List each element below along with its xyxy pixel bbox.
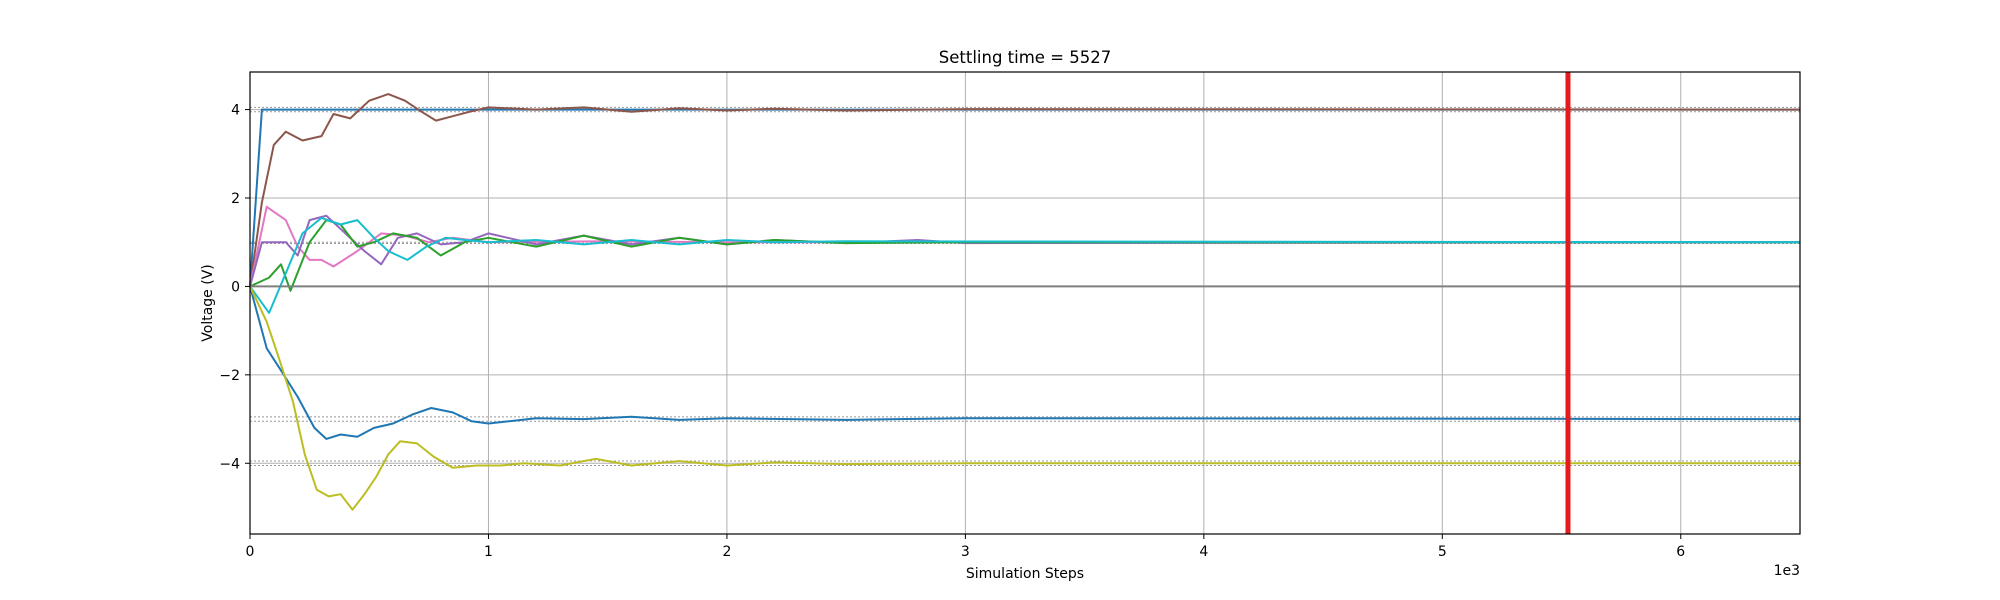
y-axis-label: Voltage (V) — [200, 264, 216, 341]
x-tick-label: 2 — [722, 544, 731, 560]
x-tick-label: 3 — [961, 544, 970, 560]
series-lines — [249, 93, 1801, 511]
x-tick-label: 4 — [1199, 544, 1208, 560]
series-line — [249, 219, 1800, 292]
chart-title: Settling time = 5527 — [939, 48, 1112, 67]
series-line — [249, 93, 1801, 287]
y-tick-label: 4 — [231, 103, 240, 119]
y-tick-label: 2 — [231, 191, 240, 207]
plot-frame — [249, 71, 1801, 535]
series-line — [249, 286, 1801, 440]
y-tick-label: −4 — [219, 456, 240, 472]
x-axis-ticks: 0 1 2 3 4 5 6 — [246, 534, 1685, 560]
x-axis-label: Simulation Steps — [966, 566, 1084, 582]
series-line — [249, 216, 1801, 314]
x-tick-label: 5 — [1438, 544, 1447, 560]
y-tick-label: −2 — [219, 368, 240, 384]
y-axis-ticks: −4 −2 0 2 4 — [219, 103, 250, 472]
x-tick-label: 6 — [1676, 544, 1685, 560]
x-tick-label: 1 — [484, 544, 493, 560]
x-tick-label: 0 — [246, 544, 255, 560]
x-axis-offset-label: 1e3 — [1774, 563, 1800, 579]
y-tick-label: 0 — [231, 279, 240, 295]
series-line — [249, 285, 1800, 511]
